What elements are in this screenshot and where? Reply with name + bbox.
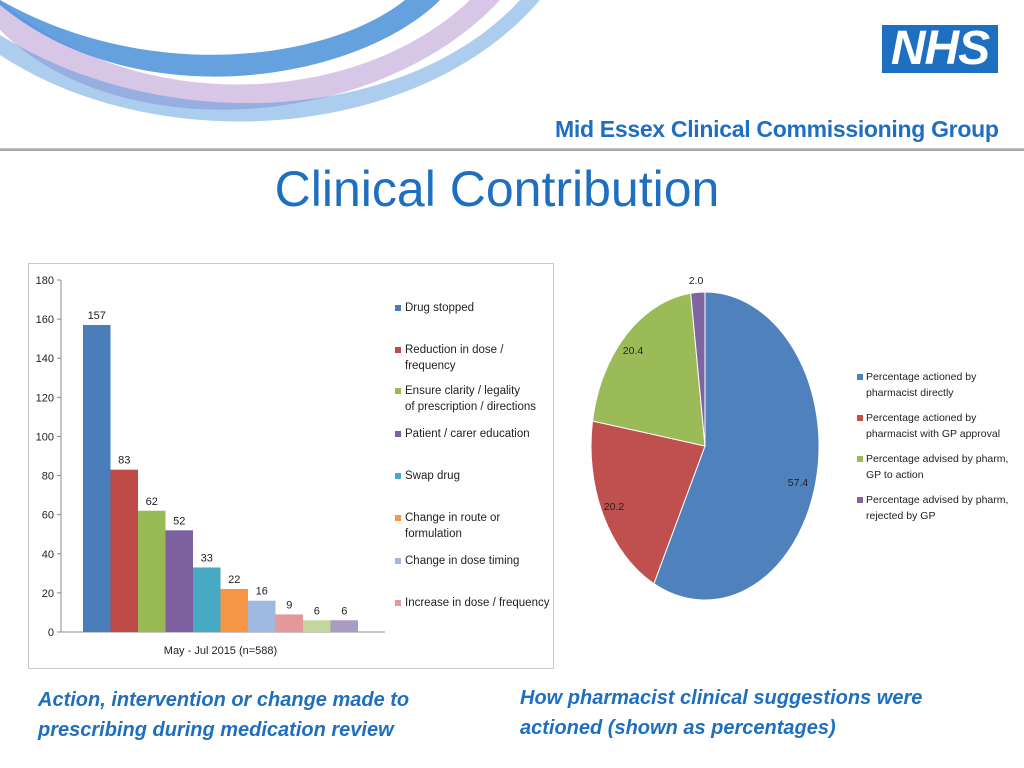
bar-data-label: 16	[256, 586, 268, 598]
bar-data-label: 62	[146, 496, 158, 508]
pie-slice	[591, 292, 706, 447]
bar-data-label: 6	[314, 605, 320, 617]
legend-swatch	[857, 456, 863, 462]
bar	[83, 324, 111, 632]
legend-swatch	[857, 415, 863, 421]
legend-swatch	[395, 347, 401, 353]
legend-label: rejected by GP	[866, 510, 935, 522]
legend-label: pharmacist directly	[866, 387, 954, 399]
header-banner: NHS Mid Essex Clinical Commissioning Gro…	[0, 0, 1024, 151]
y-tick-label: 0	[48, 627, 54, 639]
bar-chart-caption: Action, intervention or change made to p…	[38, 689, 410, 741]
decorative-swoosh	[0, 0, 540, 122]
bar	[275, 614, 303, 632]
legend-label: Reduction in dose /	[405, 344, 504, 356]
legend-label: Change in route or	[405, 512, 500, 524]
legend-label: frequency	[405, 360, 456, 372]
bar	[330, 620, 358, 632]
pie-data-label: 20.4	[623, 345, 644, 357]
x-axis-label: May - Jul 2015 (n=588)	[164, 645, 277, 657]
y-tick-label: 140	[36, 353, 54, 365]
bar-data-label: 33	[201, 552, 213, 564]
bar-chart-frame: 0 20 40 60 80 100 120 140 160 180 157 83 62 52 33 22 16 9…	[28, 263, 554, 669]
legend-label: Drug stopped	[405, 302, 474, 314]
header-divider	[0, 148, 1024, 151]
pie-slice	[653, 291, 820, 601]
legend-label: Change in dose timing	[405, 555, 519, 567]
bar-data-label: 83	[118, 455, 130, 467]
bar-data-label: 9	[286, 599, 292, 611]
legend-label: Ensure clarity / legality	[405, 385, 520, 397]
legend-label: Increase in dose / frequency	[405, 597, 550, 609]
pie-slice	[590, 420, 706, 585]
legend-swatch	[395, 600, 401, 606]
legend-swatch	[395, 473, 401, 479]
legend-swatch	[857, 374, 863, 380]
bar	[248, 600, 276, 632]
y-tick-label: 40	[42, 549, 54, 561]
swoosh-lavender	[0, 0, 500, 110]
legend-label: Percentage actioned by	[866, 412, 977, 424]
bar	[138, 510, 166, 632]
legend-label: GP to action	[866, 469, 924, 481]
legend-swatch	[395, 305, 401, 311]
slide-title: Clinical Contribution	[274, 161, 720, 217]
bar	[220, 588, 248, 632]
legend-label: Percentage advised by pharm,	[866, 453, 1008, 465]
bar	[165, 530, 193, 632]
y-tick-label: 80	[42, 471, 54, 483]
bar-data-label: 52	[173, 515, 185, 527]
y-tick-label: 180	[36, 275, 54, 287]
bar	[303, 620, 331, 632]
bar-data-label: 22	[228, 574, 240, 586]
bar	[193, 567, 221, 632]
legend-swatch	[395, 558, 401, 564]
bar	[110, 469, 138, 632]
pie-slice	[690, 291, 706, 447]
pie-data-label: 57.4	[788, 477, 809, 489]
y-tick-label: 60	[42, 510, 54, 522]
pie-data-label: 2.0	[689, 275, 704, 287]
legend-label: formulation	[405, 528, 462, 540]
legend-label: Percentage actioned by	[866, 371, 977, 383]
legend-label: pharmacist with GP approval	[866, 428, 1000, 440]
swoosh-blue	[0, 0, 440, 77]
pie-chart: 57.4 20.2 20.4 2.0 Percentage actioned by pha…	[590, 275, 1008, 601]
legend-label: Percentage advised by pharm,	[866, 494, 1008, 506]
legend-swatch	[395, 515, 401, 521]
y-tick-label: 120	[36, 392, 54, 404]
pie-chart-caption: How pharmacist clinical suggestions were…	[520, 687, 923, 739]
pie-data-label: 20.2	[604, 501, 625, 513]
swoosh-light	[0, 0, 540, 122]
legend-label: Patient / carer education	[405, 428, 530, 440]
bar-chart: 0 20 40 60 80 100 120 140 160 180 157 83 62 52 33 22 16 9…	[36, 275, 550, 657]
nhs-logo: NHS	[882, 25, 998, 73]
organization-name: Mid Essex Clinical Commissioning Group	[555, 116, 999, 142]
y-tick-label: 100	[36, 431, 54, 443]
bar-data-label: 157	[88, 310, 106, 322]
y-tick-label: 20	[42, 588, 54, 600]
legend-swatch	[395, 388, 401, 394]
y-tick-label: 160	[36, 314, 54, 326]
bar-data-label: 6	[341, 605, 347, 617]
legend-label: of prescription / directions	[405, 401, 536, 413]
legend-swatch	[395, 431, 401, 437]
legend-label: Swap drug	[405, 470, 460, 482]
legend-swatch	[857, 497, 863, 503]
